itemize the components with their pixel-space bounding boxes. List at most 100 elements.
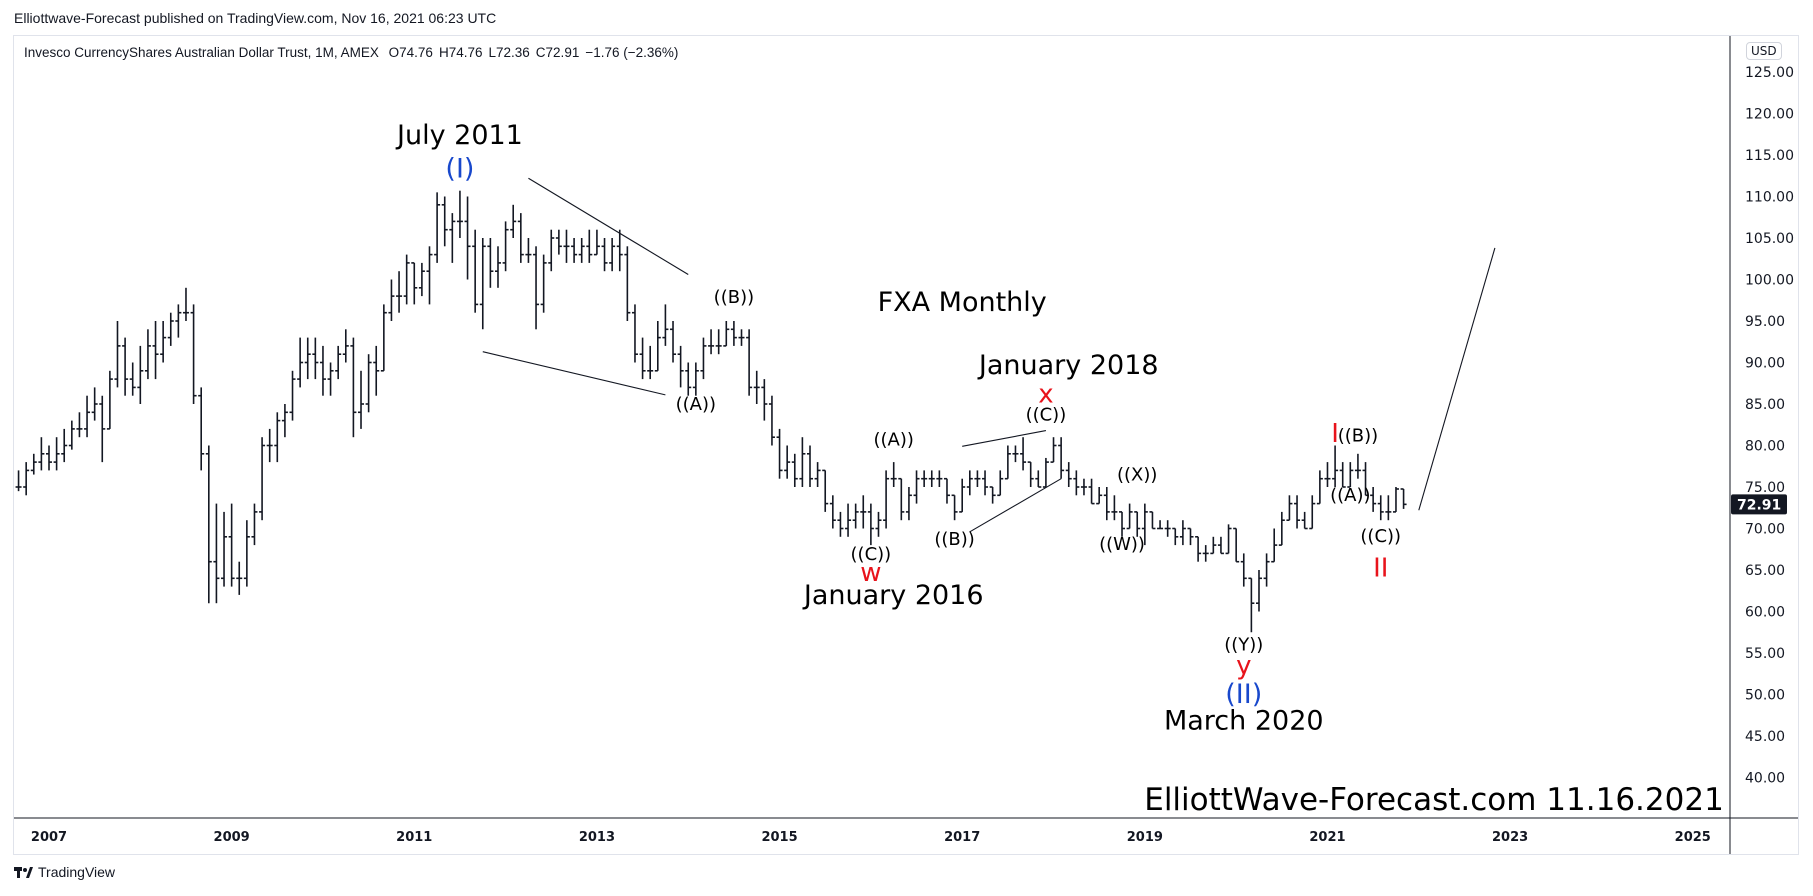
ohlc-bar	[281, 404, 288, 438]
ohlc-bar	[898, 477, 905, 521]
ohlc-bar	[441, 196, 448, 247]
ohlc-bar	[373, 345, 380, 396]
ohlc-bar	[182, 287, 189, 321]
time-tick-label: 2019	[1127, 830, 1163, 845]
wave-label: x	[1038, 379, 1053, 409]
ohlc-bar	[1126, 503, 1133, 530]
ohlc-bar	[1050, 437, 1057, 463]
trendline[interactable]	[962, 430, 1047, 447]
ohlc-bar	[670, 321, 677, 363]
ohlc-bar	[959, 478, 966, 513]
ohlc-bar	[746, 329, 753, 396]
ohlc-bar	[46, 445, 52, 471]
ohlc-bar	[1240, 553, 1247, 587]
ohlc-bar	[1012, 445, 1019, 463]
ohlc-bar	[700, 337, 707, 380]
ohlc-bar	[609, 238, 616, 272]
wave-label: ((A))	[676, 394, 716, 415]
ohlc-bar	[1347, 462, 1354, 488]
ohlc-bar	[723, 321, 730, 347]
trendline[interactable]	[528, 177, 689, 275]
ohlc-bar	[396, 271, 403, 313]
ohlc-bar	[137, 345, 144, 404]
wave-label: I	[1331, 419, 1339, 449]
tradingview-footer[interactable]: TradingView	[14, 864, 115, 880]
wave-label: (II)	[1225, 679, 1262, 710]
ohlc-bar	[974, 470, 981, 487]
ohlc-bar	[1027, 461, 1034, 487]
ohlc-bar	[814, 462, 821, 487]
ohlc-bar	[913, 470, 920, 504]
ohlc-bar	[928, 470, 935, 487]
symbol-name: Invesco CurrencyShares Australian Dollar…	[24, 45, 379, 60]
ohlc-bar	[624, 246, 631, 321]
ohlc-bar	[30, 453, 37, 475]
ohlc-bar	[1134, 511, 1141, 537]
price-tick-label: 125.00	[1745, 65, 1794, 81]
chart-pane[interactable]	[13, 35, 1799, 855]
ohlc-bar	[502, 221, 509, 272]
ohlc-bar	[418, 262, 425, 297]
ohlc-bar	[236, 561, 243, 595]
ohlc-bar	[563, 229, 570, 263]
ohlc-bar	[1217, 536, 1224, 555]
ohlc-bar	[122, 337, 129, 396]
wave-label: ((Y))	[1224, 635, 1263, 656]
ohlc-bar	[837, 511, 844, 537]
price-tick-label: 65.00	[1745, 563, 1785, 579]
wave-label: ((A))	[874, 430, 914, 451]
ohlc-bar	[540, 254, 547, 313]
ohlc-bar	[198, 387, 205, 471]
ohlc-bar	[456, 190, 463, 238]
ohlc-bar	[1080, 478, 1087, 496]
ohlc-bars	[15, 190, 1407, 633]
ohlc-bar	[1157, 520, 1164, 530]
ohlc-bar	[335, 345, 342, 380]
ohlc-bar	[342, 329, 349, 363]
wave-label: ((C))	[851, 544, 892, 565]
ohlc-bar	[68, 420, 75, 450]
ohlc-bar	[1141, 503, 1148, 546]
wave-label: y	[1236, 651, 1251, 681]
last-price-marker: 72.91	[1731, 494, 1787, 515]
ohlc-bar	[304, 337, 311, 380]
trendline[interactable]	[482, 351, 666, 396]
wave-label: January 2018	[977, 350, 1159, 381]
ohlc-bar	[647, 345, 654, 380]
ohlc-bar	[1179, 520, 1186, 546]
wave-label: ((A))	[1330, 485, 1370, 506]
ohlc-bar	[129, 362, 136, 396]
trendlines	[482, 177, 1496, 533]
ohlc-bar	[1103, 487, 1110, 521]
price-tick-label: 80.00	[1745, 439, 1785, 455]
wave-label: w	[860, 558, 881, 588]
ohlc-bar	[692, 362, 699, 396]
time-axis[interactable]: 2007 2009 2011 2013 2015 2017 2019 2021 2023 2025	[31, 830, 1711, 845]
ohlc-bar	[1111, 495, 1118, 521]
ohlc-bar	[1286, 495, 1293, 522]
wave-label: ElliottWave-Forecast.com 11.16.2021	[1144, 782, 1724, 818]
ohlc-bar	[1202, 545, 1209, 562]
ohlc-bar	[883, 470, 890, 529]
currency-button[interactable]: USD	[1746, 42, 1782, 60]
ohlc-bar	[243, 520, 250, 587]
trendline[interactable]	[969, 478, 1062, 533]
ohlc-bar	[1294, 495, 1301, 529]
ohlc-bar	[1316, 470, 1323, 505]
price-tick-label: 55.00	[1745, 646, 1785, 662]
ohlc-bar	[966, 470, 973, 496]
ohlc-bar	[205, 445, 212, 604]
wave-label: January 2016	[802, 580, 984, 611]
ohlc-bar	[1271, 528, 1278, 563]
ohlc-bar	[106, 370, 113, 430]
ohlc-bar	[61, 428, 68, 463]
trendline[interactable]	[1418, 247, 1496, 511]
ohlc-bar	[167, 312, 174, 346]
ohlc-bar	[1233, 527, 1240, 563]
price-axis[interactable]: 125.00 120.00 115.00 110.00 105.00 100.00 95.0…	[1745, 65, 1794, 787]
price-tick-label: 90.00	[1745, 356, 1785, 372]
ohlc-bar	[1035, 470, 1042, 488]
ohlc-bar	[989, 486, 996, 504]
ohlc-bar	[152, 321, 159, 380]
